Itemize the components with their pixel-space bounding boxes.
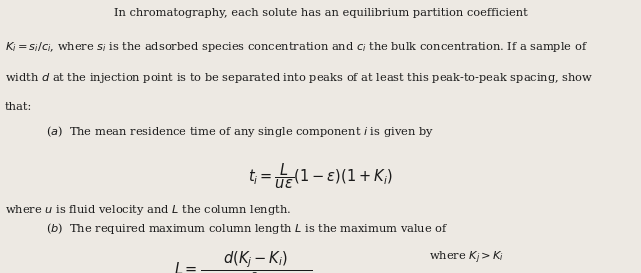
Text: $K_i = s_i/c_i$, where $s_i$ is the adsorbed species concentration and $c_i$ the: $K_i = s_i/c_i$, where $s_i$ is the adso…	[5, 40, 588, 54]
Text: where $u$ is fluid velocity and $L$ the column length.: where $u$ is fluid velocity and $L$ the …	[5, 203, 291, 217]
Text: where $K_j > K_i$: where $K_j > K_i$	[429, 250, 504, 266]
Text: ($b$)  The required maximum column length $L$ is the maximum value of: ($b$) The required maximum column length…	[46, 221, 449, 236]
Text: width $d$ at the injection point is to be separated into peaks of at least this : width $d$ at the injection point is to b…	[5, 71, 594, 85]
Text: ($a$)  The mean residence time of any single component $i$ is given by: ($a$) The mean residence time of any sin…	[46, 124, 434, 139]
Text: that:: that:	[5, 102, 33, 112]
Text: In chromatography, each solute has an equilibrium partition coefficient: In chromatography, each solute has an eq…	[113, 8, 528, 18]
Text: $t_i = \dfrac{L}{u\varepsilon}(1 - \varepsilon)(1 + K_i)$: $t_i = \dfrac{L}{u\varepsilon}(1 - \vare…	[248, 161, 393, 191]
Text: $L = \dfrac{d(K_j - K_i)}{(1 + K_j)^2(1 + K_i)}$: $L = \dfrac{d(K_j - K_i)}{(1 + K_j)^2(1 …	[174, 250, 313, 273]
